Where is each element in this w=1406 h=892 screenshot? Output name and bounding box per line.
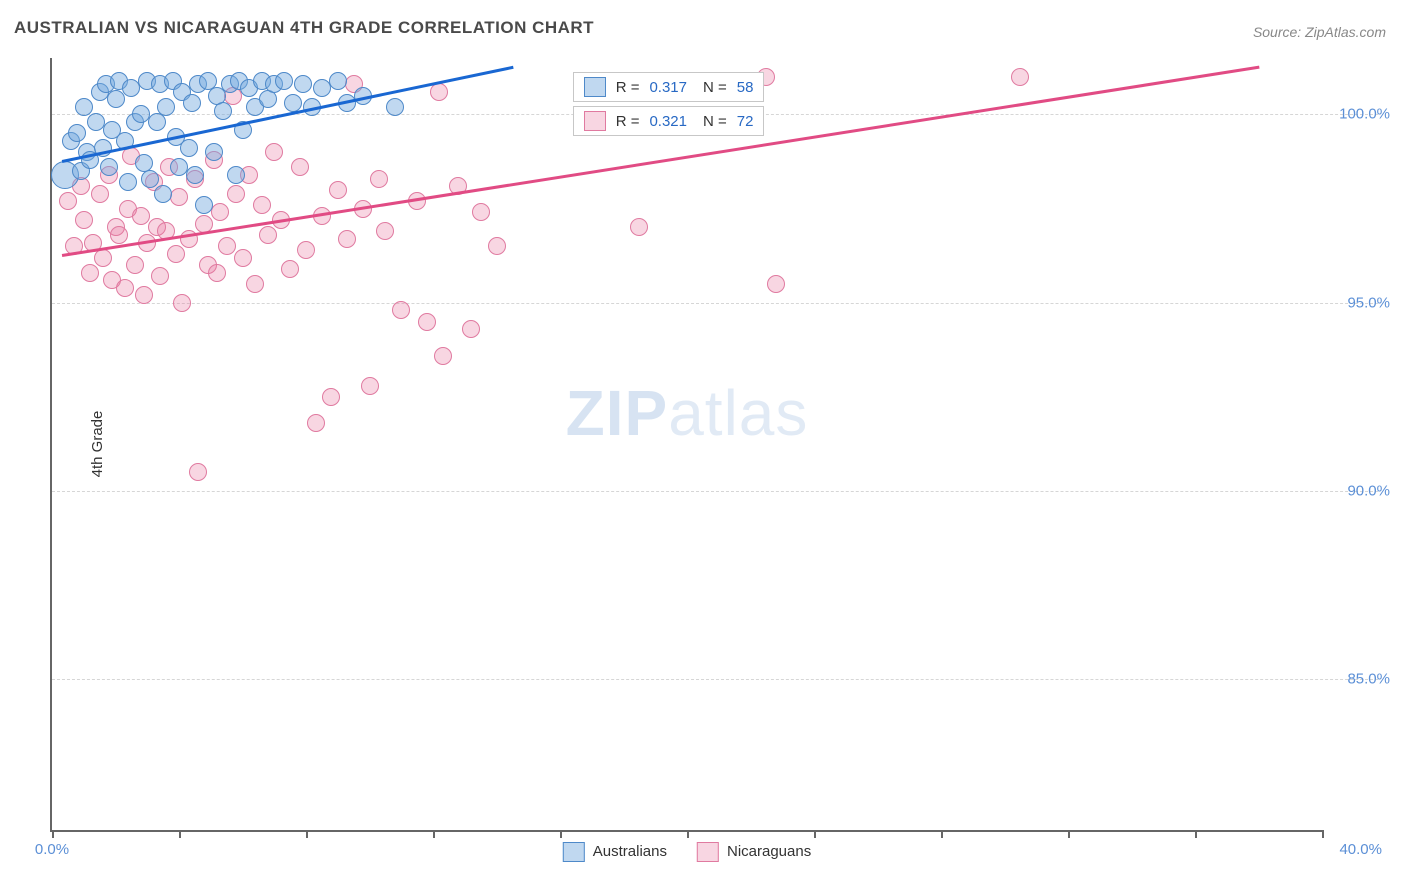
bottom-legend: Australians Nicaraguans — [563, 842, 811, 862]
watermark: ZIPatlas — [566, 376, 809, 450]
y-tick-label: 85.0% — [1347, 671, 1390, 688]
data-point — [329, 181, 347, 199]
swatch-icon — [584, 111, 606, 131]
data-point — [234, 249, 252, 267]
x-tick — [1322, 830, 1324, 838]
data-point — [767, 275, 785, 293]
data-point — [418, 313, 436, 331]
y-axis-label: 4th Grade — [89, 411, 106, 478]
x-tick — [179, 830, 181, 838]
data-point — [91, 185, 109, 203]
data-point — [392, 301, 410, 319]
data-point — [183, 94, 201, 112]
data-point — [170, 188, 188, 206]
data-point — [386, 98, 404, 116]
data-point — [195, 196, 213, 214]
plot-area: 4th Grade ZIPatlas 0.0% 40.0% Australian… — [50, 58, 1322, 832]
data-point — [141, 170, 159, 188]
data-point — [151, 267, 169, 285]
x-tick — [814, 830, 816, 838]
data-point — [291, 158, 309, 176]
x-tick — [687, 830, 689, 838]
data-point — [434, 347, 452, 365]
y-tick-label: 90.0% — [1347, 483, 1390, 500]
data-point — [173, 294, 191, 312]
swatch-icon — [584, 77, 606, 97]
x-axis-start-label: 0.0% — [35, 841, 69, 858]
data-point — [376, 222, 394, 240]
data-point — [154, 185, 172, 203]
data-point — [68, 124, 86, 142]
data-point — [338, 230, 356, 248]
data-point — [275, 72, 293, 90]
swatch-icon — [697, 842, 719, 862]
data-point — [370, 170, 388, 188]
data-point — [119, 173, 137, 191]
x-tick — [433, 830, 435, 838]
x-tick — [560, 830, 562, 838]
data-point — [180, 139, 198, 157]
data-point — [148, 113, 166, 131]
chart-title: AUSTRALIAN VS NICARAGUAN 4TH GRADE CORRE… — [14, 18, 594, 38]
data-point — [135, 286, 153, 304]
gridline — [52, 491, 1378, 492]
data-point — [189, 463, 207, 481]
data-point — [329, 72, 347, 90]
data-point — [132, 207, 150, 225]
data-point — [211, 203, 229, 221]
data-point — [488, 237, 506, 255]
data-point — [59, 192, 77, 210]
y-tick-label: 100.0% — [1339, 106, 1390, 123]
data-point — [430, 83, 448, 101]
data-point — [218, 237, 236, 255]
data-point — [214, 102, 232, 120]
legend-item-nicaraguans: Nicaraguans — [697, 842, 811, 862]
data-point — [167, 245, 185, 263]
x-axis-end-label: 40.0% — [1339, 841, 1382, 858]
legend-item-australians: Australians — [563, 842, 667, 862]
y-tick-label: 95.0% — [1347, 294, 1390, 311]
data-point — [253, 196, 271, 214]
data-point — [94, 249, 112, 267]
x-tick — [306, 830, 308, 838]
data-point — [307, 414, 325, 432]
data-point — [462, 320, 480, 338]
chart-container: AUSTRALIAN VS NICARAGUAN 4TH GRADE CORRE… — [0, 0, 1406, 892]
stats-box: R =0.317N =58 — [573, 72, 765, 102]
data-point — [100, 158, 118, 176]
data-point — [259, 226, 277, 244]
x-tick — [52, 830, 54, 838]
x-tick — [1195, 830, 1197, 838]
data-point — [297, 241, 315, 259]
data-point — [75, 211, 93, 229]
data-point — [281, 260, 299, 278]
data-point — [294, 75, 312, 93]
data-point — [126, 256, 144, 274]
data-point — [157, 98, 175, 116]
data-point — [227, 185, 245, 203]
data-point — [208, 264, 226, 282]
data-point — [116, 279, 134, 297]
data-point — [265, 143, 283, 161]
data-point — [361, 377, 379, 395]
data-point — [205, 143, 223, 161]
data-point — [81, 264, 99, 282]
data-point — [246, 275, 264, 293]
x-tick — [1068, 830, 1070, 838]
data-point — [75, 98, 93, 116]
gridline — [52, 679, 1378, 680]
swatch-icon — [563, 842, 585, 862]
stats-box: R =0.321N =72 — [573, 106, 765, 136]
source-attribution: Source: ZipAtlas.com — [1253, 24, 1386, 40]
data-point — [1011, 68, 1029, 86]
data-point — [186, 166, 204, 184]
data-point — [107, 90, 125, 108]
data-point — [472, 203, 490, 221]
data-point — [322, 388, 340, 406]
data-point — [227, 166, 245, 184]
data-point — [110, 226, 128, 244]
data-point — [630, 218, 648, 236]
x-tick — [941, 830, 943, 838]
gridline — [52, 303, 1378, 304]
